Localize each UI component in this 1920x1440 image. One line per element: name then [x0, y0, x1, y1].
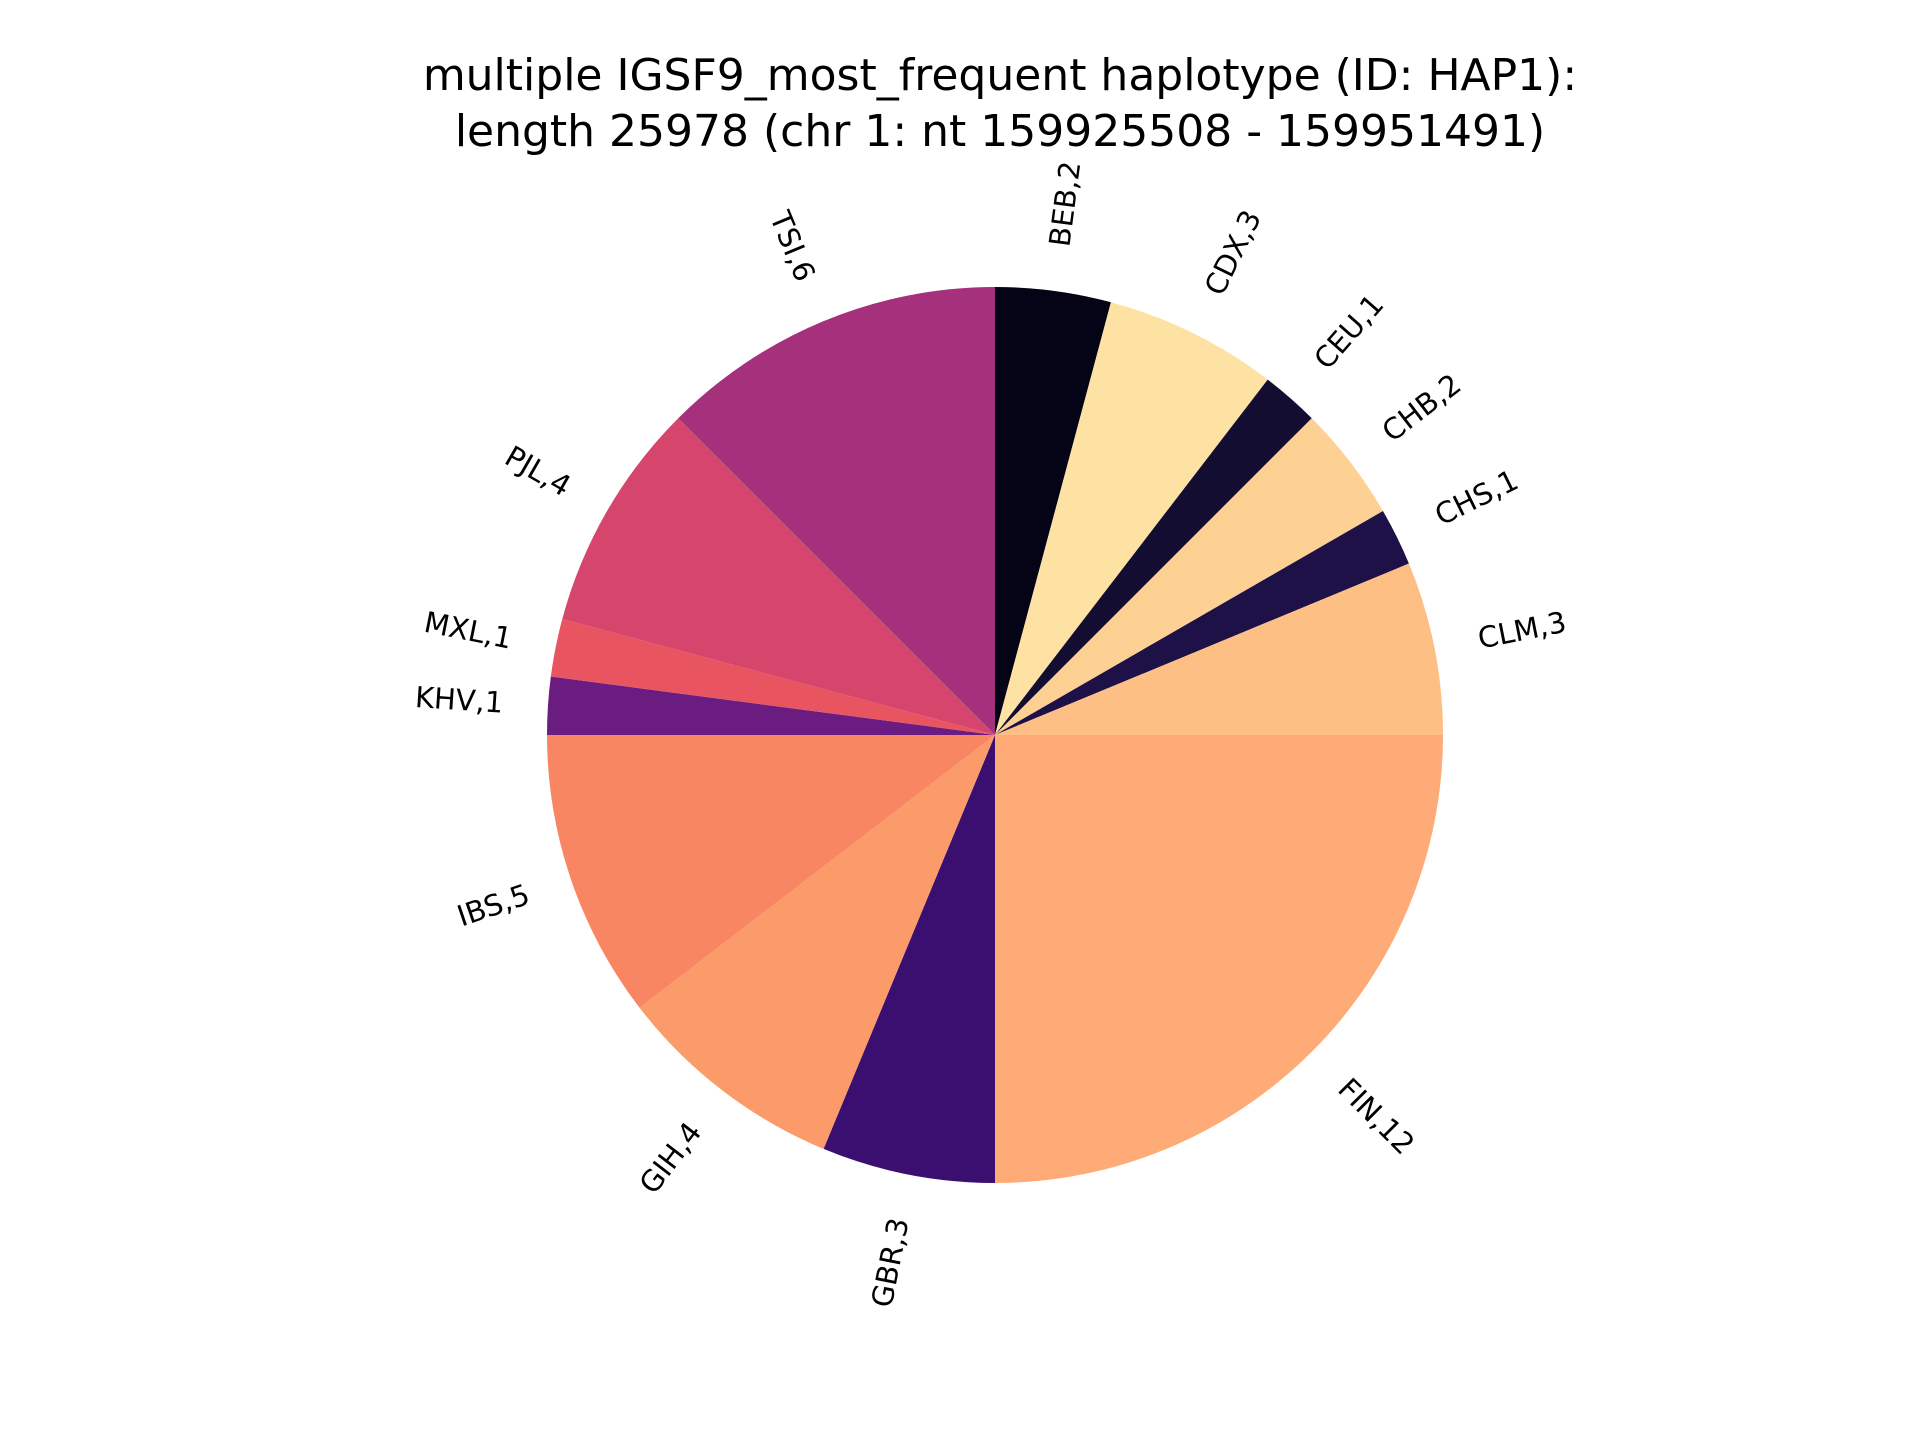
slice-label-gih: GIH,4 — [632, 1116, 708, 1201]
pie-slice-ceu — [995, 379, 1312, 735]
pie-slice-clm — [995, 563, 1443, 735]
slice-label-gbr: GBR,3 — [865, 1215, 916, 1310]
slice-label-fin: FIN,12 — [1331, 1071, 1421, 1161]
slice-label-ceu: CEU,1 — [1307, 288, 1390, 376]
slice-label-tsi: TSI,6 — [763, 205, 822, 286]
slice-label-beb: BEB,2 — [1042, 159, 1087, 249]
pie-slice-fin — [995, 735, 1443, 1183]
pie-slice-chb — [995, 418, 1383, 735]
pie-slice-chs — [995, 511, 1409, 735]
pie-slices — [547, 287, 1443, 1183]
slice-label-cdx: CDX,3 — [1198, 205, 1268, 301]
slice-label-chs: CHS,1 — [1429, 463, 1523, 532]
slice-label-ibs: IBS,5 — [453, 877, 534, 933]
pie-slice-beb — [995, 287, 1111, 735]
pie-slice-ibs — [547, 735, 995, 1008]
chart-title-line-1: multiple IGSF9_most_frequent haplotype (… — [423, 50, 1577, 101]
slice-label-chb: CHB,2 — [1376, 367, 1468, 449]
slice-label-khv: KHV,1 — [414, 680, 504, 720]
chart-title-line-2: length 25978 (chr 1: nt 159925508 - 1599… — [455, 106, 1545, 157]
pie-slice-mxl — [550, 619, 995, 735]
pie-slice-cdx — [995, 302, 1268, 735]
pie-slice-pjl — [562, 418, 995, 735]
pie-slice-gih — [639, 735, 995, 1149]
slice-label-clm: CLM,3 — [1475, 605, 1569, 656]
pie-slice-khv — [547, 676, 995, 735]
slice-label-pjl: PJL,4 — [499, 439, 577, 503]
pie-slice-gbr — [823, 735, 995, 1183]
slice-label-mxl: MXL,1 — [421, 605, 515, 656]
pie-slice-tsi — [678, 287, 995, 735]
